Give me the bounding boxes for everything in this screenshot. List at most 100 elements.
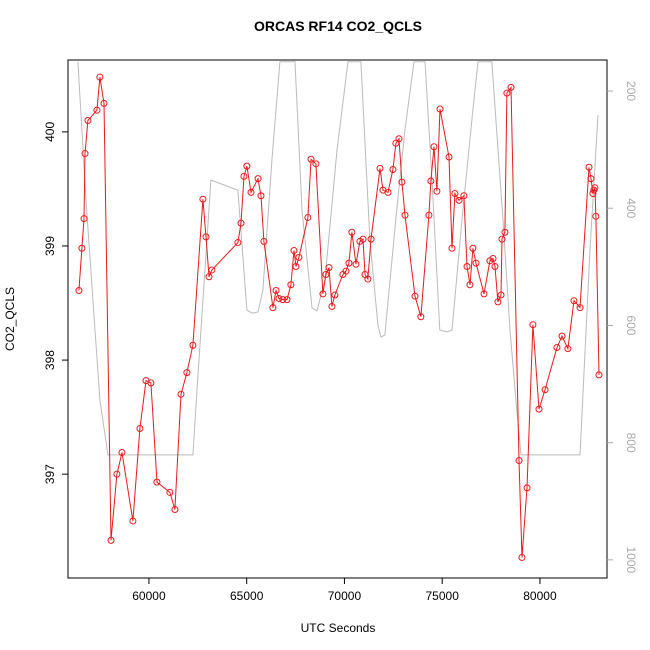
data-point (81, 150, 89, 158)
data-point (283, 296, 291, 304)
data-point (319, 290, 327, 298)
data-point (100, 99, 108, 107)
data-point (592, 212, 600, 220)
data-point (166, 488, 174, 496)
data-point (503, 89, 511, 97)
data-point (75, 286, 83, 294)
data-point (523, 484, 531, 492)
data-point (489, 255, 497, 263)
data-point (576, 304, 584, 312)
data-point (433, 187, 441, 195)
data-point (269, 304, 277, 312)
data-point (460, 192, 468, 200)
data-point (292, 263, 300, 271)
data-point (497, 291, 505, 299)
data-point (591, 184, 599, 192)
data-point (587, 175, 595, 183)
data-point (364, 275, 372, 283)
series-line (77, 61, 599, 456)
data-point (585, 163, 593, 171)
plot-frame (67, 59, 608, 579)
data-point (295, 253, 303, 261)
data-point (287, 281, 295, 289)
data-point (78, 244, 86, 252)
data-point (80, 215, 88, 223)
y-tick-label: 397 (43, 464, 57, 484)
data-point (234, 239, 242, 247)
y-tick-label: 400 (43, 122, 57, 142)
data-point (564, 345, 572, 353)
data-point (507, 83, 515, 91)
x-tick-label: 80000 (523, 589, 557, 603)
data-point (325, 264, 333, 272)
y2-tick-label: 800 (624, 433, 638, 453)
data-point (472, 259, 480, 267)
data-point (93, 106, 101, 114)
data-point (395, 135, 403, 143)
data-point (243, 162, 251, 170)
data-point (352, 260, 360, 268)
data-point (183, 369, 191, 377)
data-point (401, 211, 409, 219)
data-point (367, 235, 375, 243)
data-point (553, 344, 561, 352)
x-tick-label: 60000 (132, 589, 166, 603)
data-point (348, 228, 356, 236)
data-point (199, 195, 207, 203)
data-point (541, 386, 549, 394)
data-point (345, 259, 353, 267)
data-point (84, 116, 92, 124)
data-point (107, 536, 115, 544)
data-point (498, 235, 506, 243)
y2-tick-label: 200 (624, 81, 638, 101)
data-point (260, 237, 268, 245)
data-point (208, 266, 216, 274)
data-point (96, 73, 104, 81)
y2-tick-label: 600 (624, 315, 638, 335)
data-point (448, 244, 456, 252)
data-point (384, 188, 392, 196)
data-point (425, 211, 433, 219)
x-axis-label: UTC Seconds (301, 621, 376, 635)
data-point (466, 281, 474, 289)
data-point (518, 553, 526, 561)
data-point (469, 244, 477, 252)
x-tick-label: 75000 (426, 589, 460, 603)
data-point (376, 164, 384, 172)
data-point (451, 189, 459, 197)
data-point (328, 302, 336, 310)
y-axis-label: CO2_QCLS (3, 287, 17, 351)
data-point (480, 290, 488, 298)
data-point (411, 292, 419, 300)
data-point (389, 166, 397, 174)
data-point (595, 371, 603, 379)
data-point (558, 332, 566, 340)
data-point (240, 172, 248, 180)
data-point (501, 228, 509, 236)
y2-tick-label: 1000 (624, 546, 638, 573)
data-point (136, 425, 144, 433)
data-point (275, 294, 283, 302)
data-point (307, 155, 315, 163)
data-point (436, 105, 444, 113)
data-point (570, 297, 578, 305)
data-point (153, 478, 161, 486)
data-point (290, 247, 298, 255)
data-point (118, 448, 126, 456)
y-tick-label: 398 (43, 350, 57, 370)
data-point (177, 390, 185, 398)
data-point (257, 192, 265, 200)
data-point (113, 470, 121, 478)
data-point (342, 267, 350, 275)
data-point (202, 233, 210, 241)
data-point (445, 153, 453, 161)
data-point (463, 263, 471, 271)
y2-tick-label: 400 (624, 198, 638, 218)
data-point (205, 273, 213, 281)
data-point (494, 298, 502, 306)
data-point (417, 313, 425, 321)
data-point (129, 517, 137, 525)
data-point (529, 321, 537, 329)
data-point (272, 286, 280, 294)
